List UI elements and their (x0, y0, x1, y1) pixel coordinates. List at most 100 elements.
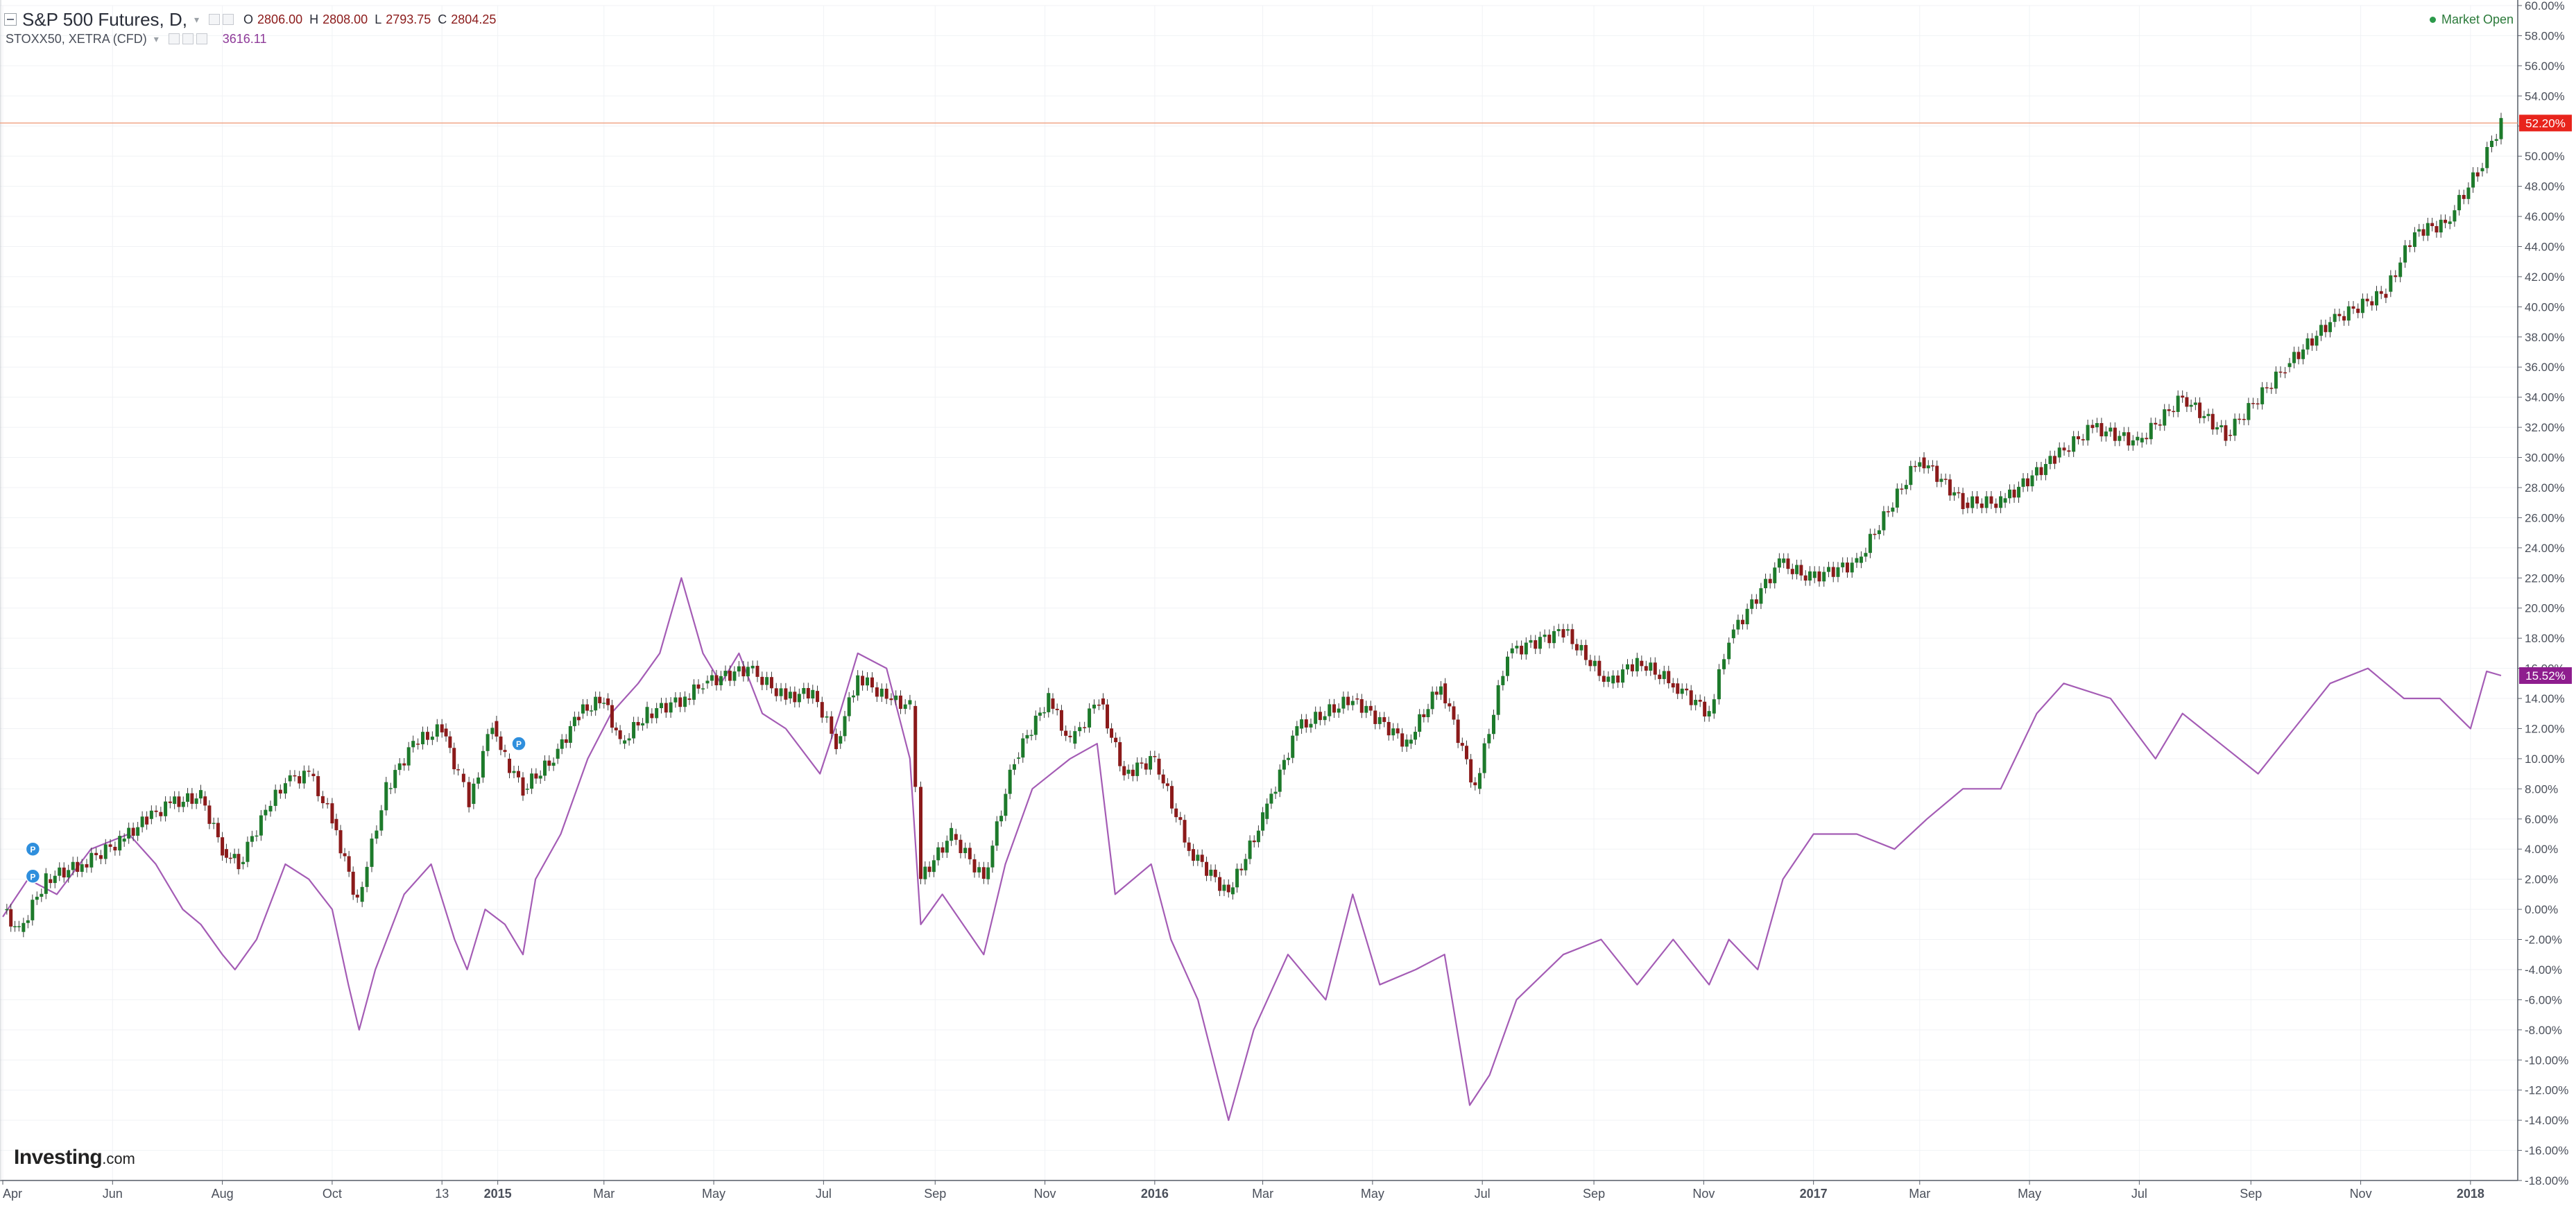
settings-icon[interactable] (223, 14, 234, 25)
candle-down (1966, 502, 1970, 508)
candle-down (1213, 869, 1217, 877)
candle-down (784, 688, 788, 700)
y-tick-label: -10.00% (2525, 1054, 2568, 1067)
symbol-title[interactable]: S&P 500 Futures, D, (22, 8, 187, 30)
event-marker-label: P (30, 872, 35, 882)
ohlc-open-value: 2806.00 (257, 12, 303, 26)
eye-icon[interactable] (168, 33, 180, 44)
collapse-legend-icon[interactable] (4, 13, 17, 26)
candle-down (898, 695, 902, 710)
candle-up (1222, 884, 1226, 891)
candle-up (2176, 395, 2180, 412)
candle-down (94, 852, 98, 855)
y-tick-label: 60.00% (2525, 0, 2565, 12)
candle-down (2100, 422, 2104, 437)
candle-down (343, 853, 347, 857)
candle-up (1012, 764, 1016, 770)
candle-up (388, 788, 393, 789)
candle-down (440, 724, 444, 732)
candle-down (1922, 457, 1926, 469)
event-marker: P (25, 841, 41, 857)
candle-up (602, 703, 606, 704)
candle-up (17, 926, 21, 927)
candle-up (1717, 669, 1721, 700)
candle-up (2480, 168, 2484, 171)
candle-up (1430, 692, 1434, 710)
candle-down (293, 775, 297, 777)
candle-up (1926, 465, 1930, 469)
candle-down (311, 773, 316, 777)
candle-down (1110, 728, 1114, 738)
candle-down (298, 776, 302, 784)
compare-symbol-title[interactable]: STOXX50, XETRA (CFD) (6, 31, 147, 46)
candle-down (2365, 298, 2369, 302)
market-status: Market Open (2429, 12, 2514, 27)
candle-up (1491, 714, 1495, 735)
candle-down (2224, 425, 2228, 441)
candle-up (572, 716, 576, 726)
candle-up (2043, 463, 2047, 475)
candle-down (2154, 422, 2158, 424)
candle-down (2394, 275, 2398, 277)
candle-up (1405, 739, 1409, 747)
candle-down (1200, 854, 1204, 862)
candle-down (2062, 447, 2066, 451)
candle-up (1025, 735, 1029, 739)
candle-up (581, 704, 585, 714)
candle-up (931, 860, 936, 873)
candle-up (393, 770, 397, 789)
candle-down (1741, 619, 1745, 625)
candle-up (986, 867, 990, 879)
candle-up (1487, 734, 1491, 744)
candle-down (85, 864, 89, 868)
candle-down (1332, 704, 1337, 713)
ohlc-close-label: C (438, 12, 447, 26)
candle-up (13, 926, 17, 927)
candle-down (1178, 817, 1183, 821)
candle-up (1626, 664, 1630, 670)
candle-up (67, 870, 71, 878)
candle-down (1346, 696, 1350, 705)
candle-down (1118, 742, 1122, 766)
candle-up (990, 845, 995, 868)
candle-down (954, 834, 958, 840)
logo-domain-text: .com (102, 1150, 135, 1167)
y-tick-label: 42.00% (2525, 270, 2565, 284)
candle-down (1574, 644, 1579, 651)
x-tick-label: Nov (1034, 1187, 1056, 1201)
x-tick-label: Aug (212, 1187, 234, 1201)
chevron-down-icon[interactable]: ▾ (153, 33, 159, 44)
candle-up (1033, 715, 1038, 735)
candle-down (2145, 438, 2149, 440)
candle-up (1287, 757, 1291, 760)
candle-down (1873, 533, 1877, 535)
candle-up (1506, 656, 1510, 676)
status-dot-icon (2429, 17, 2436, 23)
candle-up (173, 796, 177, 805)
chevron-down-icon[interactable]: ▾ (194, 13, 200, 25)
candle-down (728, 671, 732, 681)
last-price-label-bg (2519, 114, 2572, 132)
candle-down (1153, 756, 1157, 757)
candle-down (585, 704, 590, 711)
close-icon[interactable] (196, 33, 207, 44)
candle-down (793, 692, 797, 703)
ohlc-high-value: 2808.00 (323, 12, 368, 26)
candle-up (1047, 693, 1051, 712)
eye-icon[interactable] (209, 14, 221, 25)
candle-down (959, 839, 963, 853)
compare-price-label: 15.52% (2519, 667, 2572, 685)
candle-down (1786, 558, 1790, 569)
candle-down (2370, 301, 2374, 306)
candle-up (1235, 868, 1239, 888)
y-tick-label: 14.00% (2525, 692, 2565, 705)
investing-logo: Investing.com (14, 1146, 135, 1169)
candle-down (664, 703, 668, 713)
candle-down (870, 677, 874, 688)
settings-icon[interactable] (182, 33, 194, 44)
candle-down (614, 728, 618, 730)
candle-up (1970, 496, 1975, 508)
candle-up (2030, 475, 2034, 487)
candle-down (1630, 664, 1634, 671)
